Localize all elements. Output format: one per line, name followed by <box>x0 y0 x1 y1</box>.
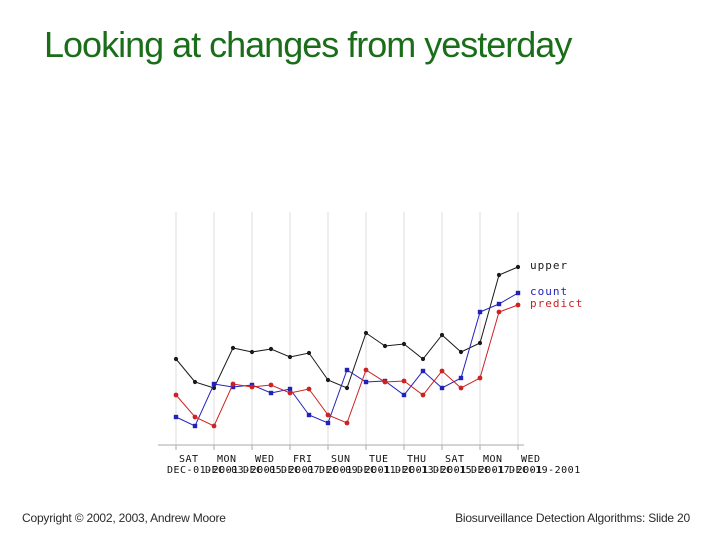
data-point-count <box>496 301 502 307</box>
x-tick-day-label: FRI <box>293 454 313 465</box>
x-tick-day-label: MON <box>217 454 237 465</box>
slide-title: Looking at changes from yesterday <box>44 24 572 65</box>
data-point-upper <box>477 340 483 346</box>
footer-copyright: Copyright © 2002, 2003, Andrew Moore <box>22 511 226 525</box>
x-tick-date-label: DEC-05-2001 <box>243 465 315 476</box>
series-line-predict <box>175 304 519 427</box>
data-point-upper <box>363 330 369 336</box>
x-tick-date-label: DEC-03-2001 <box>205 465 277 476</box>
data-point-count <box>401 392 407 398</box>
data-point-count <box>344 367 350 373</box>
x-tick-day-label: MON <box>483 454 503 465</box>
data-point-upper <box>268 346 274 352</box>
legend-label-upper: upper <box>530 259 569 272</box>
x-tick-date-label: DEC-07-2001 <box>281 465 353 476</box>
data-point-upper <box>230 345 236 351</box>
x-tick-date-label: DEC-11-2001 <box>357 465 429 476</box>
data-point-predict <box>496 309 502 315</box>
data-point-count <box>458 375 464 381</box>
data-point-count <box>325 420 331 426</box>
data-point-predict <box>363 367 369 373</box>
data-point-count <box>268 390 274 396</box>
x-tick-date-label: DEC-17-2001 <box>471 465 543 476</box>
x-tick-day-label: SAT <box>445 454 465 465</box>
x-tick-day-label: SUN <box>331 454 351 465</box>
data-point-upper <box>420 356 426 362</box>
x-tick-day-label: TUE <box>369 454 389 465</box>
data-point-upper <box>496 272 502 278</box>
data-point-count <box>173 414 179 420</box>
data-point-predict <box>230 381 236 387</box>
data-point-predict <box>268 382 274 388</box>
data-point-upper <box>439 332 445 338</box>
data-point-predict <box>477 375 483 381</box>
data-point-upper <box>287 354 293 360</box>
data-point-predict <box>439 368 445 374</box>
data-point-count <box>192 423 198 429</box>
data-point-upper <box>249 349 255 355</box>
data-point-count <box>439 385 445 391</box>
data-point-predict <box>401 378 407 384</box>
data-point-upper <box>344 385 350 391</box>
data-point-predict <box>420 392 426 398</box>
data-point-upper <box>325 377 331 383</box>
data-point-upper <box>306 350 312 356</box>
data-point-upper <box>401 341 407 347</box>
data-point-count <box>363 379 369 385</box>
data-point-upper <box>192 379 198 385</box>
data-point-count <box>230 384 236 390</box>
x-tick-date-label: DEC-13-2001 <box>395 465 467 476</box>
data-point-count <box>515 290 521 296</box>
data-point-predict <box>306 386 312 392</box>
data-point-count <box>477 309 483 315</box>
data-point-predict <box>458 385 464 391</box>
data-point-count <box>420 368 426 374</box>
data-point-predict <box>211 423 217 429</box>
data-point-predict <box>173 392 179 398</box>
x-tick-day-label: THU <box>407 454 427 465</box>
data-point-upper <box>382 343 388 349</box>
data-point-upper <box>515 264 521 270</box>
data-point-predict <box>192 414 198 420</box>
data-point-predict <box>515 302 521 308</box>
legend-label-predict: predict <box>530 297 584 310</box>
data-point-count <box>211 381 217 387</box>
data-point-predict <box>287 390 293 396</box>
data-point-upper <box>458 349 464 355</box>
legend-label-count: count <box>530 285 569 298</box>
x-tick-date-label: DEC-19-2001 <box>509 465 581 476</box>
data-point-upper <box>173 356 179 362</box>
x-tick-day-label: SAT <box>179 454 199 465</box>
data-point-predict <box>249 384 255 390</box>
data-point-count <box>287 386 293 392</box>
x-tick-date-label: DEC-01-2001 <box>167 465 239 476</box>
x-tick-day-label: WED <box>255 454 275 465</box>
data-point-predict <box>325 412 331 418</box>
x-tick-day-label: WED <box>521 454 541 465</box>
slide-footer: Copyright © 2002, 2003, Andrew Moore Bio… <box>0 511 720 531</box>
x-tick-date-label: DEC-09-2001 <box>319 465 391 476</box>
data-point-predict <box>382 379 388 385</box>
x-tick-date-label: DEC-15-2001 <box>433 465 505 476</box>
data-point-predict <box>344 420 350 426</box>
data-point-count <box>306 412 312 418</box>
footer-slide-label: Biosurveillance Detection Algorithms: Sl… <box>455 511 690 525</box>
